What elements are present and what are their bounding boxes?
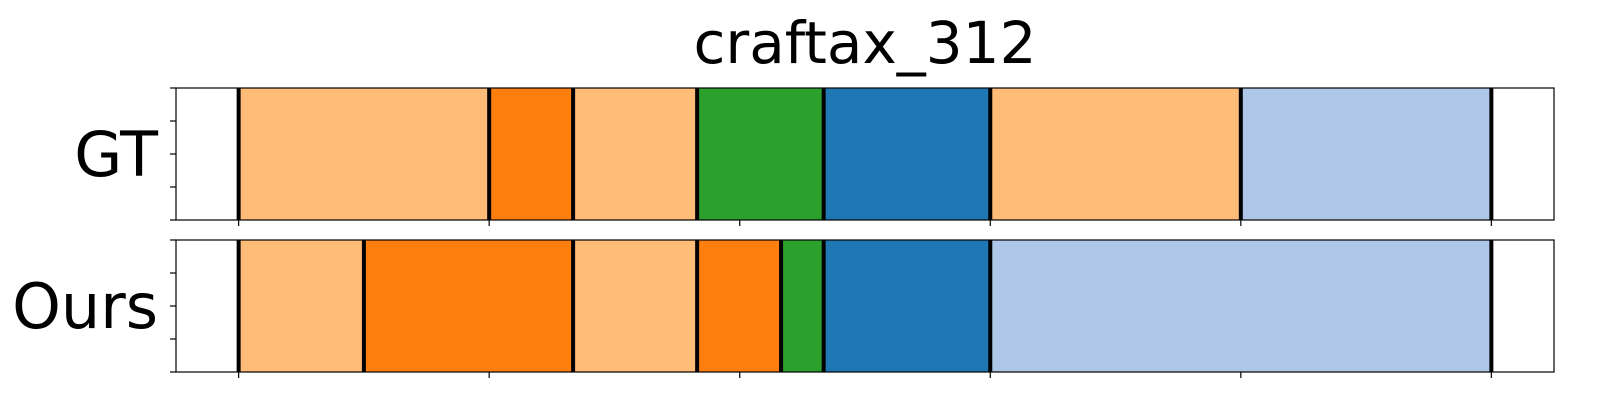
segment-ours-3 bbox=[697, 240, 782, 372]
segment-gt-0 bbox=[238, 88, 490, 220]
segment-ours-5 bbox=[823, 240, 991, 372]
row-panel-ours: Ours bbox=[12, 239, 1555, 378]
segment-ours-0 bbox=[238, 240, 364, 372]
segment-gt-1 bbox=[489, 88, 574, 220]
segment-gt-6 bbox=[1240, 88, 1492, 220]
segment-ours-4 bbox=[781, 240, 824, 372]
segment-ours-1 bbox=[363, 240, 574, 372]
segment-gt-3 bbox=[697, 88, 824, 220]
row-panel-gt: GT bbox=[74, 87, 1555, 226]
segment-gt-4 bbox=[823, 88, 991, 220]
row-label-ours: Ours bbox=[12, 270, 158, 343]
segment-ours-6 bbox=[990, 240, 1492, 372]
row-label-gt: GT bbox=[74, 118, 159, 191]
chart-title: craftax_312 bbox=[694, 9, 1037, 77]
segment-gt-2 bbox=[573, 88, 698, 220]
segment-ours-2 bbox=[573, 240, 698, 372]
segment-gt-5 bbox=[990, 88, 1241, 220]
